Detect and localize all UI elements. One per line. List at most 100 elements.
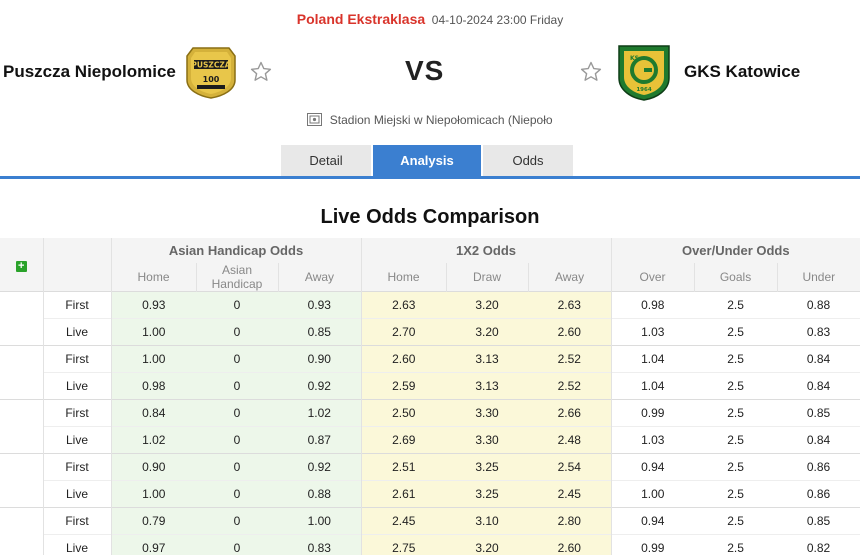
ah-handicap-value: 0 xyxy=(196,507,278,535)
ah-home-odds: 0.84 xyxy=(111,399,196,427)
1x2-away-odds: 2.45 xyxy=(528,480,612,508)
ah-handicap-value: 0 xyxy=(196,399,278,427)
ah-home-odds: 1.02 xyxy=(111,426,196,454)
odds-row[interactable]: First 0.93 0 0.93 2.63 3.20 2.63 0.98 2.5 0.88 xyxy=(0,291,860,346)
ah-handicap-value: 0 xyxy=(196,453,278,481)
1x2-away-odds: 2.48 xyxy=(528,426,612,454)
row-type: Live xyxy=(43,534,112,555)
1x2-home-odds: 2.60 xyxy=(361,345,446,373)
svg-text:PUSZCZA: PUSZCZA xyxy=(191,61,230,70)
1x2-header: 1X2 Odds xyxy=(360,238,612,263)
stadium-icon xyxy=(307,113,323,126)
bookmaker-cell[interactable] xyxy=(0,291,44,346)
col-1x2-draw: Draw xyxy=(445,263,528,292)
1x2-away-odds: 2.66 xyxy=(528,399,612,427)
1x2-home-odds: 2.63 xyxy=(361,291,446,319)
row-type: Live xyxy=(43,372,112,400)
row-type: Live xyxy=(43,480,112,508)
home-team-logo: PUSZCZA 100 xyxy=(186,47,236,99)
ah-away-odds: 0.87 xyxy=(278,426,362,454)
favorite-away-star-icon[interactable] xyxy=(579,60,603,84)
ou-under-odds: 0.88 xyxy=(777,291,860,319)
col-ah-home: Home xyxy=(110,263,196,292)
tab-detail[interactable]: Detail xyxy=(281,145,371,176)
row-type: First xyxy=(43,291,112,319)
venue-name: Stadion Miejski w Niepołomicach (Niepoło xyxy=(329,113,553,127)
ah-away-odds: 0.88 xyxy=(278,480,362,508)
tab-odds[interactable]: Odds xyxy=(483,145,573,176)
ou-goals-line: 2.5 xyxy=(694,507,778,535)
tab-underline xyxy=(0,176,860,179)
ah-home-odds: 1.00 xyxy=(111,480,196,508)
row-type: First xyxy=(43,453,112,481)
1x2-draw-odds: 3.25 xyxy=(446,480,528,508)
odds-row[interactable]: First 0.84 0 1.02 2.50 3.30 2.66 0.99 2.5 0.85 xyxy=(0,399,860,454)
match-datetime: 04-10-2024 23:00 Friday xyxy=(431,13,564,27)
odds-row[interactable]: First 0.79 0 1.00 2.45 3.10 2.80 0.94 2.5 0.85 xyxy=(0,507,860,555)
ou-over-odds: 0.99 xyxy=(611,534,695,555)
plus-icon[interactable]: + xyxy=(15,261,27,272)
ou-over-odds: 1.03 xyxy=(611,318,695,346)
odds-row[interactable]: Live 0.98 0 0.92 2.59 3.13 2.52 1.04 2.5 0.84 xyxy=(0,372,860,400)
odds-row[interactable]: Live 0.97 0 0.83 2.75 3.20 2.60 0.99 2.5 0.82 xyxy=(0,534,860,555)
ah-handicap-value: 0 xyxy=(196,345,278,373)
ou-over-odds: 1.03 xyxy=(611,426,695,454)
col-ah-handicap: Asian Handicap xyxy=(195,263,278,292)
ah-away-odds: 0.90 xyxy=(278,345,362,373)
ah-away-odds: 0.85 xyxy=(278,318,362,346)
row-type: Live xyxy=(43,426,112,454)
1x2-draw-odds: 3.20 xyxy=(446,291,528,319)
svg-text:100: 100 xyxy=(203,75,220,84)
1x2-home-odds: 2.51 xyxy=(361,453,446,481)
ou-under-odds: 0.86 xyxy=(777,453,860,481)
col-ah-away: Away xyxy=(277,263,361,292)
bookmaker-cell[interactable] xyxy=(0,507,44,555)
1x2-draw-odds: 3.13 xyxy=(446,345,528,373)
over-under-header: Over/Under Odds xyxy=(610,238,860,263)
odds-table-body: First 0.93 0 0.93 2.63 3.20 2.63 0.98 2.5 0.88 Liv… xyxy=(0,291,860,555)
ah-home-odds: 0.93 xyxy=(111,291,196,319)
bookmaker-cell[interactable] xyxy=(0,345,44,400)
row-type: First xyxy=(43,345,112,373)
vs-label: VS xyxy=(405,55,445,86)
bookmaker-cell[interactable] xyxy=(0,453,44,508)
col-1x2-home: Home xyxy=(360,263,446,292)
odds-row[interactable]: Live 1.00 0 0.85 2.70 3.20 2.60 1.03 2.5 0.83 xyxy=(0,318,860,346)
ah-handicap-value: 0 xyxy=(196,372,278,400)
1x2-home-odds: 2.59 xyxy=(361,372,446,400)
add-bookmaker-cell: + xyxy=(0,238,43,292)
ah-home-odds: 1.00 xyxy=(111,318,196,346)
1x2-away-odds: 2.60 xyxy=(528,318,612,346)
1x2-home-odds: 2.75 xyxy=(361,534,446,555)
1x2-home-odds: 2.61 xyxy=(361,480,446,508)
ou-goals-line: 2.5 xyxy=(694,345,778,373)
match-header: Poland Ekstraklasa 04-10-2024 23:00 Frid… xyxy=(0,11,860,27)
ou-over-odds: 1.04 xyxy=(611,345,695,373)
bookmaker-cell[interactable] xyxy=(0,399,44,454)
ou-under-odds: 0.84 xyxy=(777,426,860,454)
ou-under-odds: 0.82 xyxy=(777,534,860,555)
league-name[interactable]: Poland Ekstraklasa xyxy=(296,11,426,27)
tab-analysis[interactable]: Analysis xyxy=(373,145,481,176)
ou-goals-line: 2.5 xyxy=(694,318,778,346)
row-type: First xyxy=(43,399,112,427)
col-1x2-away: Away xyxy=(527,263,612,292)
away-team-name[interactable]: GKS Katowice xyxy=(684,62,801,81)
odds-row[interactable]: Live 1.02 0 0.87 2.69 3.30 2.48 1.03 2.5 0.84 xyxy=(0,426,860,454)
odds-row[interactable]: Live 1.00 0 0.88 2.61 3.25 2.45 1.00 2.5 0.86 xyxy=(0,480,860,508)
venue-line: Stadion Miejski w Niepołomicach (Niepoło xyxy=(0,113,860,127)
ah-handicap-value: 0 xyxy=(196,291,278,319)
ou-under-odds: 0.85 xyxy=(777,507,860,535)
ou-over-odds: 1.04 xyxy=(611,372,695,400)
odds-row[interactable]: First 0.90 0 0.92 2.51 3.25 2.54 0.94 2.5 0.86 xyxy=(0,453,860,508)
svg-text:KS: KS xyxy=(630,55,639,62)
home-team-name[interactable]: Puszcza Niepolomice xyxy=(3,62,176,81)
1x2-home-odds: 2.50 xyxy=(361,399,446,427)
favorite-home-star-icon[interactable] xyxy=(249,60,273,84)
1x2-away-odds: 2.52 xyxy=(528,345,612,373)
match-tabs: Detail Analysis Odds xyxy=(281,145,575,176)
odds-row[interactable]: First 1.00 0 0.90 2.60 3.13 2.52 1.04 2.5 0.84 xyxy=(0,345,860,400)
col-ou-over: Over xyxy=(610,263,695,292)
1x2-draw-odds: 3.30 xyxy=(446,399,528,427)
1x2-away-odds: 2.60 xyxy=(528,534,612,555)
